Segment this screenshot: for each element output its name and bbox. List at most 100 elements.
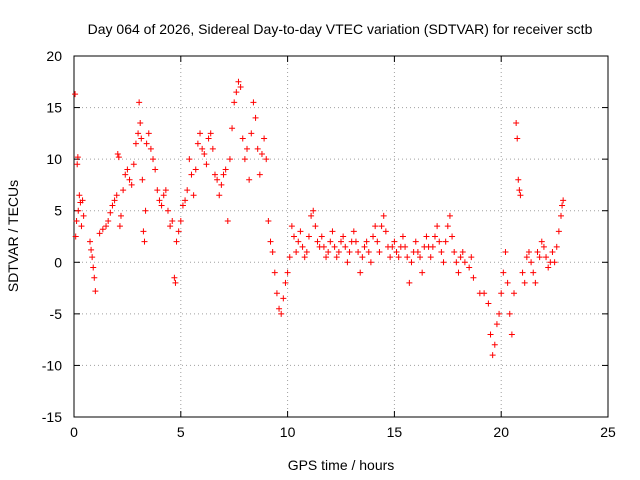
data-point [167,223,174,230]
data-point [301,254,308,261]
data-point [521,279,528,286]
data-point [361,243,368,250]
data-point [91,274,98,281]
data-point [105,218,112,225]
data-point [72,233,79,240]
data-point [502,248,509,255]
data-point [173,238,180,245]
data-point [406,279,413,286]
data-point [543,254,550,261]
data-point [457,254,464,261]
data-point [207,130,214,137]
data-point [120,187,127,194]
data-point [154,187,161,194]
data-point [500,269,507,276]
data-point [308,212,315,219]
data-point [192,166,199,173]
data-point [412,238,419,245]
data-point [359,254,366,261]
grid-layer [74,56,608,417]
data-point [73,218,80,225]
x-tick-label: 0 [70,424,78,440]
data-point [352,238,359,245]
data-point [267,238,274,245]
data-point [186,156,193,163]
data-point [511,290,518,297]
data-point [380,212,387,219]
data-point [442,238,449,245]
data-point [132,140,139,147]
data-point [280,295,287,302]
data-point [209,145,216,152]
data-point [451,248,458,255]
data-point [346,248,353,255]
data-point [182,197,189,204]
data-point [250,99,257,106]
data-point [414,248,421,255]
data-point [220,171,227,178]
data-point [374,238,381,245]
data-point [107,209,114,216]
data-point [241,156,248,163]
data-point [128,181,135,188]
data-point [90,264,97,271]
data-point [536,254,543,261]
data-point [229,125,236,132]
data-point [372,223,379,230]
data-point [235,78,242,85]
data-point [248,130,255,137]
data-point [532,279,539,286]
data-point [265,218,272,225]
data-point [365,248,372,255]
y-tick-label: 15 [46,100,62,116]
x-tick-label: 5 [177,424,185,440]
data-point [117,212,124,219]
data-point [382,228,389,235]
data-point [378,223,385,230]
data-point [164,207,171,214]
data-point [140,228,147,235]
data-point [444,223,451,230]
data-point [329,228,336,235]
data-point [525,248,532,255]
data-point [331,243,338,250]
data-point [305,233,312,240]
data-point [314,238,321,245]
data-point [431,233,438,240]
data-point [136,99,143,106]
data-point [357,269,364,276]
data-point [470,274,477,281]
data-point [320,243,327,250]
data-point [256,171,263,178]
data-point [485,300,492,307]
data-point [530,269,537,276]
data-point [138,135,145,142]
data-point [455,269,462,276]
data-point [449,233,456,240]
data-point [303,248,310,255]
data-point [254,145,261,152]
data-point [273,290,280,297]
data-point [139,176,146,183]
tick-layer: 0 5 10 15 20 25 -15 -10 -5 0 5 10 15 20 [42,48,616,440]
data-point [393,248,400,255]
data-point [402,243,409,250]
data-point [152,166,159,173]
data-point [523,254,530,261]
data-point [555,228,562,235]
data-point [459,248,466,255]
data-point [130,161,137,168]
data-point [199,145,206,152]
data-point [318,233,325,240]
data-point [222,166,229,173]
data-point [177,218,184,225]
data-point [89,254,96,261]
data-point [284,269,291,276]
data-point [156,197,163,204]
data-point [76,192,83,199]
data-point [312,223,319,230]
data-point [261,135,268,142]
data-point [560,197,567,204]
data-point [438,248,445,255]
